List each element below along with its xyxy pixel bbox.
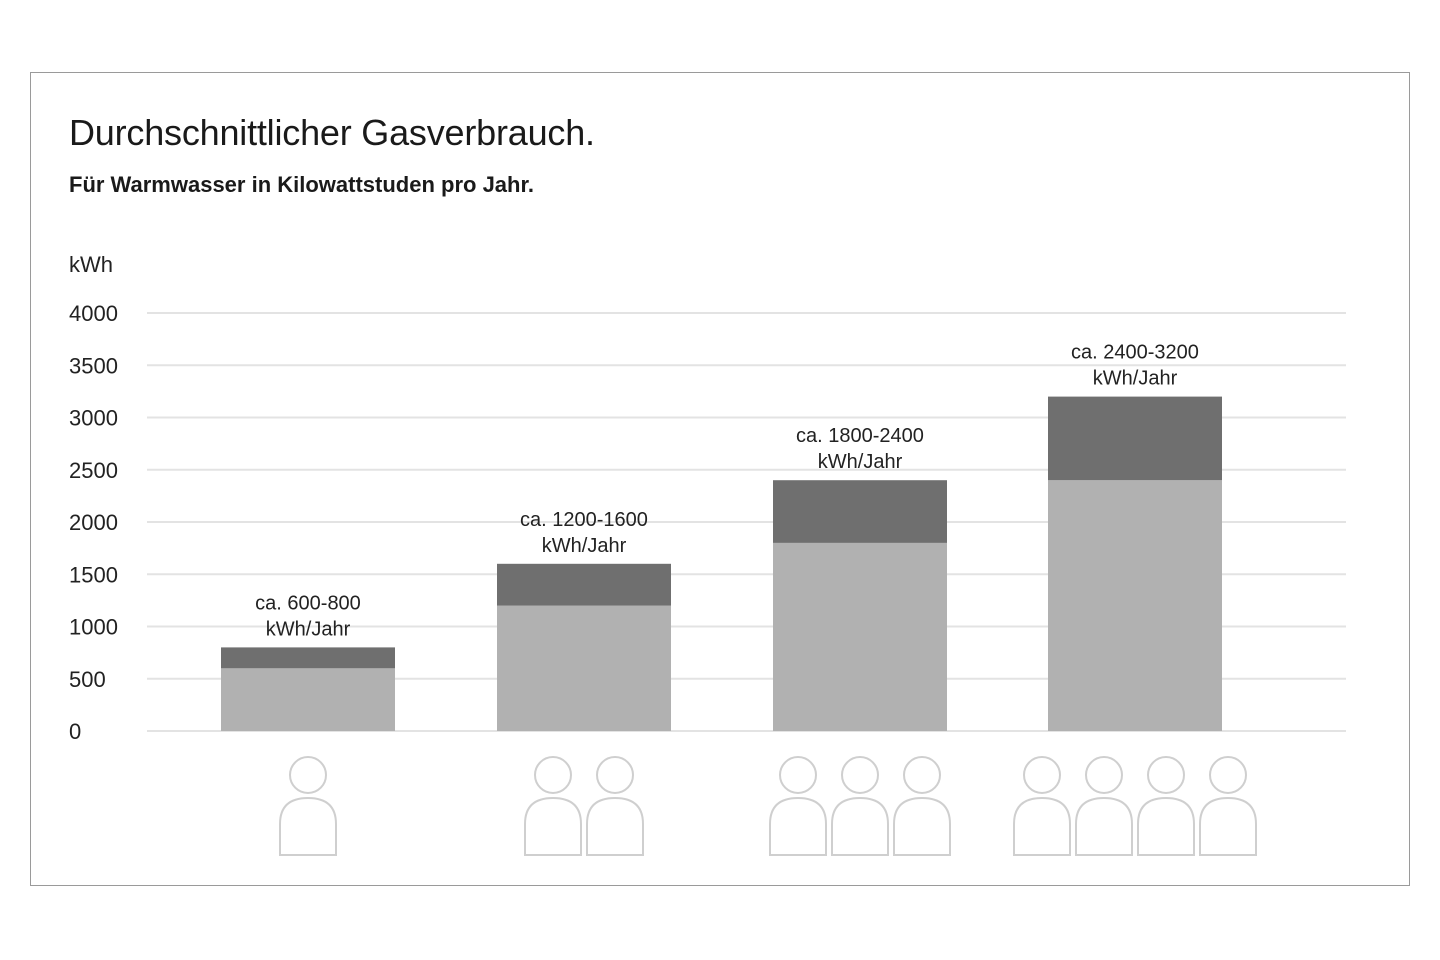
person-icon bbox=[1199, 756, 1257, 856]
person-head bbox=[1085, 756, 1123, 794]
person-icon bbox=[893, 756, 951, 856]
person-head bbox=[1023, 756, 1061, 794]
person-body bbox=[1075, 796, 1133, 856]
person-body bbox=[279, 796, 337, 856]
person-icon bbox=[1013, 756, 1071, 856]
person-icon bbox=[1137, 756, 1195, 856]
bar-value-label: ca. 2400-3200 bbox=[1071, 342, 1199, 364]
y-tick-label: 2500 bbox=[69, 458, 118, 483]
bar-labels: ca. 600-800 kWh/Jahr ca. 1200-1600 kWh/Jahr… bbox=[255, 342, 1199, 641]
y-axis-label: kWh bbox=[69, 252, 113, 277]
person-icon bbox=[279, 756, 337, 856]
bar-value-label: kWh/Jahr bbox=[818, 451, 903, 473]
person-icons bbox=[279, 756, 1257, 856]
bar-segment-top bbox=[773, 480, 947, 543]
chart-subtitle: Für Warmwasser in Kilowattstuden pro Jah… bbox=[69, 172, 534, 197]
person-body bbox=[1013, 796, 1071, 856]
y-tick-label: 500 bbox=[69, 667, 106, 692]
person-body bbox=[831, 796, 889, 856]
bar-segment-base bbox=[773, 542, 947, 731]
y-tick-label: 0 bbox=[69, 719, 81, 744]
person-head bbox=[1147, 756, 1185, 794]
person-body bbox=[1137, 796, 1195, 856]
bar-segment-top bbox=[221, 647, 395, 669]
y-tick-labels: 0 500 1000 1500 2000 2500 3000 3500 4000 bbox=[69, 301, 118, 744]
person-head bbox=[289, 756, 327, 794]
person-icon bbox=[1075, 756, 1133, 856]
bar-segment-base bbox=[1048, 480, 1222, 731]
bars bbox=[221, 396, 1222, 731]
person-head bbox=[596, 756, 634, 794]
bar-value-label: kWh/Jahr bbox=[542, 535, 627, 557]
person-head bbox=[779, 756, 817, 794]
person-icon bbox=[524, 756, 582, 856]
bar-segment-base bbox=[221, 668, 395, 731]
bar-segment-top bbox=[1048, 396, 1222, 481]
person-body bbox=[893, 796, 951, 856]
bar-value-label: ca. 600-800 bbox=[255, 592, 361, 614]
person-head bbox=[1209, 756, 1247, 794]
person-head bbox=[903, 756, 941, 794]
person-body bbox=[769, 796, 827, 856]
person-body bbox=[524, 796, 582, 856]
person-head bbox=[841, 756, 879, 794]
bar-value-label: ca. 1800-2400 bbox=[796, 425, 924, 447]
person-icon bbox=[586, 756, 644, 856]
bar-value-label: kWh/Jahr bbox=[1093, 368, 1178, 390]
person-head bbox=[534, 756, 572, 794]
y-tick-label: 1500 bbox=[69, 562, 118, 587]
y-tick-label: 1000 bbox=[69, 615, 118, 640]
person-icon bbox=[769, 756, 827, 856]
bar-segment-top bbox=[497, 563, 671, 606]
y-tick-label: 3500 bbox=[69, 353, 118, 378]
person-body bbox=[586, 796, 644, 856]
y-tick-label: 4000 bbox=[69, 301, 118, 326]
person-body bbox=[1199, 796, 1257, 856]
bar-segment-base bbox=[497, 605, 671, 731]
y-tick-label: 2000 bbox=[69, 510, 118, 535]
bar-value-label: kWh/Jahr bbox=[266, 618, 351, 640]
person-icon bbox=[831, 756, 889, 856]
y-tick-label: 3000 bbox=[69, 406, 118, 431]
bar-value-label: ca. 1200-1600 bbox=[520, 509, 648, 531]
chart-title: Durchschnittlicher Gasverbrauch. bbox=[69, 112, 595, 153]
